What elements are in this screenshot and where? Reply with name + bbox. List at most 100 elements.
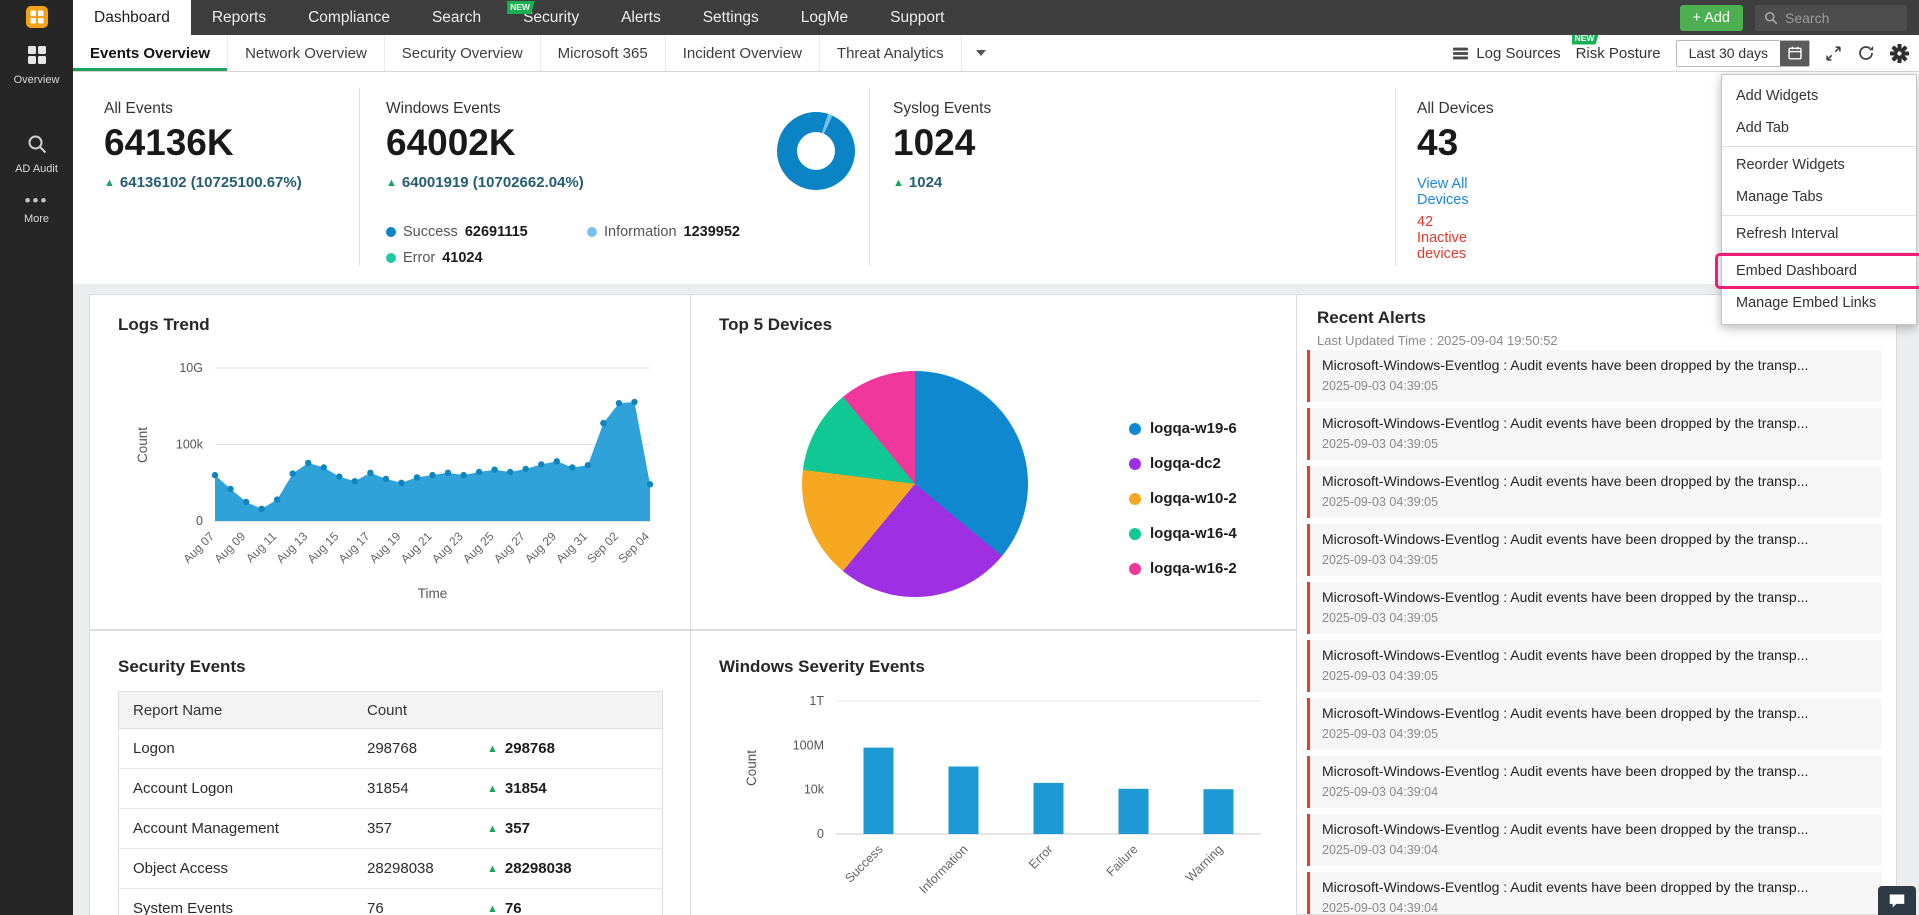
menu-item-manage-embed-links[interactable]: Manage Embed Links	[1736, 295, 1877, 311]
inactive-devices-link[interactable]: 42 Inactive devices	[1417, 214, 1467, 262]
menu-item-refresh-interval[interactable]: Refresh Interval	[1736, 226, 1839, 242]
alert-item[interactable]: Microsoft-Windows-Eventlog : Audit event…	[1307, 408, 1882, 460]
table-row[interactable]: Object Access 28298038 ▲ 28298038	[119, 849, 662, 889]
tab-incident-overview[interactable]: Incident Overview	[666, 35, 820, 71]
alert-item[interactable]: Microsoft-Windows-Eventlog : Audit event…	[1307, 640, 1882, 692]
tab-security-overview[interactable]: Security Overview	[385, 35, 541, 71]
tab-label: Threat Analytics	[836, 44, 944, 62]
svg-text:Error: Error	[1026, 842, 1056, 872]
alert-item[interactable]: Microsoft-Windows-Eventlog : Audit event…	[1307, 872, 1882, 914]
sidebar-item-more[interactable]: ••• More	[0, 192, 73, 225]
nav-tab-security[interactable]: NEW Security	[502, 0, 600, 35]
report-name: Logon	[133, 740, 175, 757]
top-devices-pie-chart[interactable]	[802, 371, 1028, 597]
svg-text:10k: 10k	[804, 783, 825, 797]
table-row[interactable]: Logon 298768 ▲ 298768	[119, 729, 662, 769]
menu-divider	[1722, 252, 1916, 253]
svg-text:Warning: Warning	[1183, 842, 1226, 885]
alert-item[interactable]: Microsoft-Windows-Eventlog : Audit event…	[1307, 350, 1882, 402]
legend-item-information[interactable]: Information 1239952	[587, 224, 740, 240]
menu-item-manage-tabs[interactable]: Manage Tabs	[1736, 189, 1823, 205]
report-delta: ▲ 298768	[487, 740, 555, 757]
legend-label: logqa-w16-4	[1150, 525, 1237, 542]
nav-tab-reports[interactable]: Reports	[191, 0, 287, 35]
tab-network-overview[interactable]: Network Overview	[228, 35, 385, 71]
legend-label: Information	[604, 224, 677, 240]
table-row[interactable]: Account Management 357 ▲ 357	[119, 809, 662, 849]
dashboard-tab-bar: Events Overview Network Overview Securit…	[73, 31, 1919, 72]
menu-item-reorder-widgets[interactable]: Reorder Widgets	[1736, 157, 1845, 173]
tab-events-overview[interactable]: Events Overview	[73, 35, 229, 71]
refresh-button[interactable]	[1857, 44, 1875, 62]
legend-item[interactable]: logqa-w16-4	[1129, 516, 1237, 551]
topnav-right-cluster: + Add	[1679, 0, 1919, 35]
view-all-devices-link[interactable]: View All Devices	[1417, 176, 1469, 208]
nav-tab-support[interactable]: Support	[869, 0, 965, 35]
svg-text:Aug 15: Aug 15	[305, 529, 342, 566]
windows-severity-chart[interactable]: 0 10k 100M 1T Success Information Error Failure…	[706, 676, 1291, 915]
alert-item[interactable]: Microsoft-Windows-Eventlog : Audit event…	[1307, 466, 1882, 518]
dashboard-settings-button[interactable]	[1890, 43, 1909, 63]
alert-item[interactable]: Microsoft-Windows-Eventlog : Audit event…	[1307, 582, 1882, 634]
search-input[interactable]	[1785, 9, 1897, 26]
alert-item[interactable]: Microsoft-Windows-Eventlog : Audit event…	[1307, 524, 1882, 576]
legend-item[interactable]: logqa-dc2	[1129, 446, 1237, 481]
add-button[interactable]: + Add	[1679, 4, 1743, 31]
alert-message: Microsoft-Windows-Eventlog : Audit event…	[1322, 531, 1809, 547]
legend-dot	[1129, 457, 1141, 470]
trend-area	[215, 402, 650, 521]
trend-points	[211, 398, 654, 512]
svg-text:1T: 1T	[809, 694, 824, 708]
tab-microsoft-365[interactable]: Microsoft 365	[541, 35, 666, 71]
tab-threat-analytics[interactable]: Threat Analytics	[820, 35, 962, 71]
more-tabs-chevron-down-icon[interactable]	[975, 50, 986, 56]
windows-events-donut-chart[interactable]	[777, 112, 855, 190]
global-search[interactable]	[1755, 4, 1907, 31]
legend-dot	[1129, 562, 1141, 575]
alert-item[interactable]: Microsoft-Windows-Eventlog : Audit event…	[1307, 756, 1882, 808]
menu-item-embed-dashboard[interactable]: Embed Dashboard	[1715, 253, 1919, 289]
legend-value: 62691115	[464, 224, 528, 240]
sidebar-item-ad-audit[interactable]: AD Audit	[0, 133, 73, 175]
stat-value: 43	[1417, 122, 1459, 163]
legend-item[interactable]: logqa-w16-2	[1129, 551, 1237, 586]
alert-message: Microsoft-Windows-Eventlog : Audit event…	[1322, 647, 1809, 663]
legend-dot	[386, 227, 396, 237]
nav-tab-search[interactable]: Search	[411, 0, 502, 35]
legend-item[interactable]: logqa-w19-6	[1129, 411, 1237, 446]
fullscreen-button[interactable]	[1825, 45, 1842, 62]
sidebar-item-overview[interactable]: Overview	[0, 44, 73, 86]
nav-tab-label: Support	[890, 8, 945, 26]
table-row[interactable]: System Events 76 ▲ 76	[119, 889, 662, 915]
alert-item[interactable]: Microsoft-Windows-Eventlog : Audit event…	[1307, 814, 1882, 866]
nav-tab-dashboard[interactable]: Dashboard	[73, 0, 191, 35]
alert-item[interactable]: Microsoft-Windows-Eventlog : Audit event…	[1307, 698, 1882, 750]
table-row[interactable]: Account Logon 31854 ▲ 31854	[119, 769, 662, 809]
legend-item-success[interactable]: Success 62691115	[386, 224, 528, 240]
svg-text:Sep 02: Sep 02	[584, 529, 621, 566]
svg-text:Aug 27: Aug 27	[491, 529, 528, 566]
log-sources-label: Log Sources	[1476, 44, 1561, 62]
risk-posture-button[interactable]: NEW Risk Posture	[1571, 31, 1661, 62]
legend-label: logqa-w10-2	[1150, 490, 1237, 507]
svg-text:Aug 25: Aug 25	[460, 529, 497, 566]
log-sources-button[interactable]: Log Sources	[1452, 44, 1561, 62]
log-sources-icon	[1453, 47, 1469, 59]
nav-tab-settings[interactable]: Settings	[682, 0, 780, 35]
feedback-chat-button[interactable]	[1878, 886, 1916, 915]
legend-item-error[interactable]: Error 41024	[386, 250, 483, 266]
app-logo[interactable]	[0, 5, 73, 29]
nav-tab-logme[interactable]: LogMe	[780, 0, 869, 35]
legend-dot	[386, 253, 396, 263]
menu-item-add-widgets[interactable]: Add Widgets	[1736, 88, 1819, 104]
report-delta: ▲ 76	[487, 900, 522, 915]
date-range-picker[interactable]: Last 30 days	[1675, 39, 1810, 67]
menu-item-add-tab[interactable]: Add Tab	[1736, 120, 1789, 136]
stat-delta: ▲ 64001919 (10702662.04%)	[386, 174, 584, 191]
nav-tab-compliance[interactable]: Compliance	[287, 0, 411, 35]
legend-item[interactable]: logqa-w10-2	[1129, 481, 1237, 516]
nav-tab-alerts[interactable]: Alerts	[600, 0, 682, 35]
calendar-segment	[1780, 40, 1809, 66]
logs-trend-chart[interactable]: 0 100k 10G Aug 07 Aug 09 Aug 11 Aug 13 Aug 15 Au…	[105, 340, 680, 629]
